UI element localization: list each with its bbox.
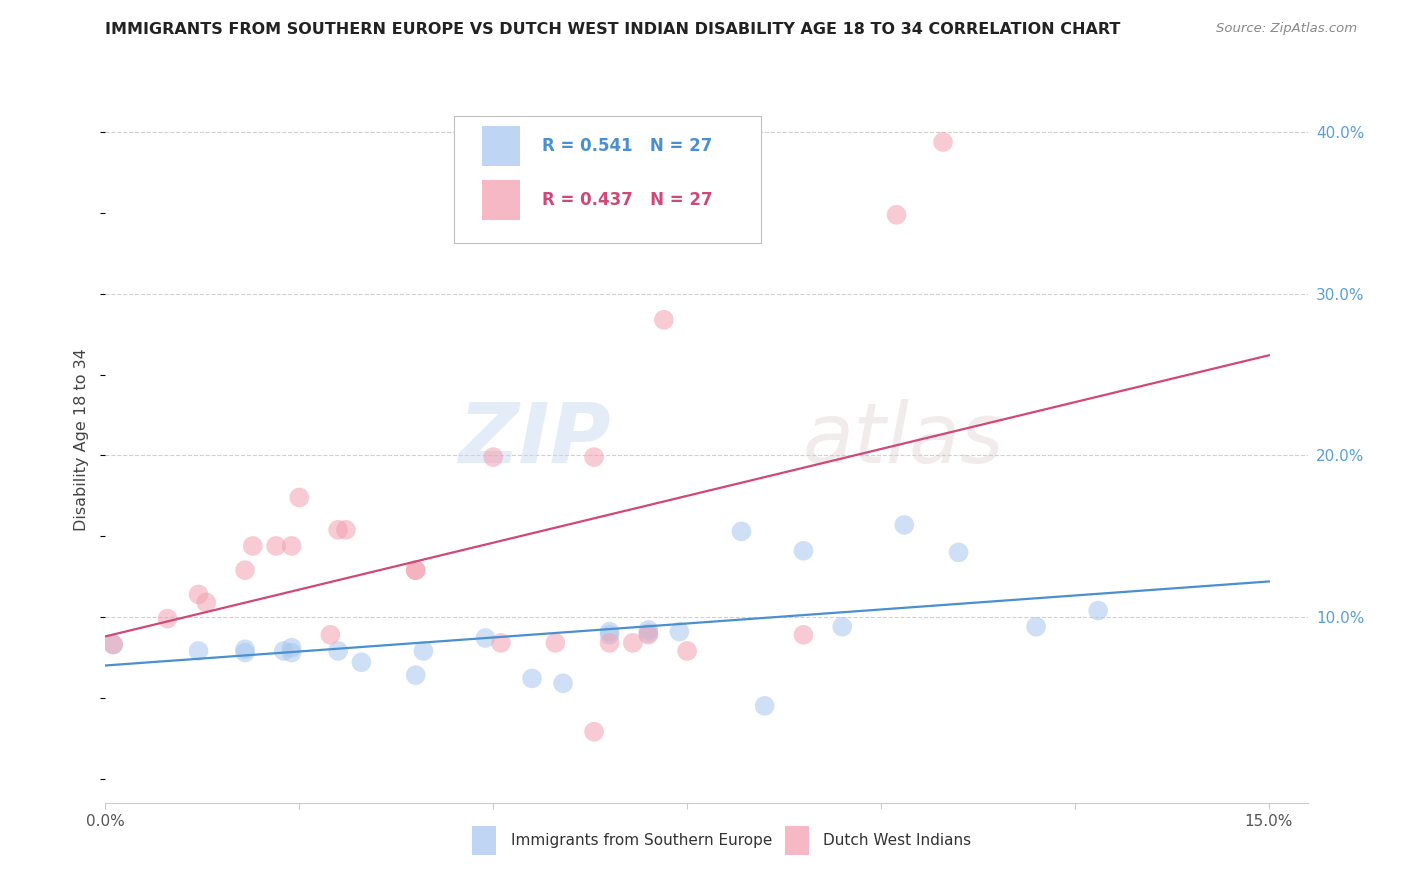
Point: [886, 208, 908, 222]
Point: [637, 626, 659, 640]
FancyBboxPatch shape: [472, 826, 496, 855]
FancyBboxPatch shape: [482, 180, 520, 220]
Point: [273, 644, 295, 658]
Point: [599, 624, 621, 639]
Point: [792, 628, 814, 642]
Point: [242, 539, 264, 553]
FancyBboxPatch shape: [454, 116, 761, 243]
Point: [195, 595, 218, 609]
Point: [233, 646, 256, 660]
Point: [319, 628, 342, 642]
Point: [103, 638, 125, 652]
Point: [280, 646, 302, 660]
Point: [637, 623, 659, 637]
Point: [652, 312, 675, 326]
Point: [544, 636, 567, 650]
Point: [754, 698, 776, 713]
Point: [264, 539, 287, 553]
Point: [187, 587, 209, 601]
Text: Immigrants from Southern Europe: Immigrants from Southern Europe: [510, 833, 772, 848]
Point: [474, 631, 496, 645]
Point: [350, 655, 373, 669]
Point: [326, 523, 349, 537]
Text: ZIP: ZIP: [458, 399, 610, 480]
Point: [335, 523, 357, 537]
Text: R = 0.437   N = 27: R = 0.437 N = 27: [541, 191, 713, 209]
Point: [412, 644, 434, 658]
Point: [103, 638, 125, 652]
Point: [280, 640, 302, 655]
Text: IMMIGRANTS FROM SOUTHERN EUROPE VS DUTCH WEST INDIAN DISABILITY AGE 18 TO 34 COR: IMMIGRANTS FROM SOUTHERN EUROPE VS DUTCH…: [105, 22, 1121, 37]
Text: Dutch West Indians: Dutch West Indians: [823, 833, 972, 848]
Text: atlas: atlas: [803, 399, 1004, 480]
Point: [187, 644, 209, 658]
Point: [326, 644, 349, 658]
Point: [621, 636, 644, 650]
Point: [1087, 603, 1109, 617]
Point: [583, 724, 606, 739]
Text: R = 0.541   N = 27: R = 0.541 N = 27: [541, 137, 713, 155]
Point: [156, 612, 179, 626]
Point: [948, 545, 970, 559]
Point: [551, 676, 574, 690]
Point: [599, 628, 621, 642]
Point: [482, 450, 505, 464]
Point: [676, 644, 699, 658]
FancyBboxPatch shape: [785, 826, 808, 855]
Point: [405, 668, 427, 682]
Point: [637, 628, 659, 642]
Point: [233, 563, 256, 577]
Text: Source: ZipAtlas.com: Source: ZipAtlas.com: [1216, 22, 1357, 36]
Point: [233, 642, 256, 657]
Point: [792, 543, 814, 558]
Point: [893, 517, 915, 532]
Y-axis label: Disability Age 18 to 34: Disability Age 18 to 34: [75, 348, 90, 531]
Point: [489, 636, 512, 650]
Point: [405, 563, 427, 577]
Point: [599, 636, 621, 650]
Point: [1025, 620, 1047, 634]
Point: [730, 524, 752, 539]
Point: [668, 624, 690, 639]
FancyBboxPatch shape: [482, 126, 520, 166]
Point: [520, 672, 543, 686]
Point: [288, 491, 311, 505]
Point: [932, 135, 955, 149]
Point: [583, 450, 606, 464]
Point: [831, 620, 853, 634]
Point: [405, 563, 427, 577]
Point: [280, 539, 302, 553]
